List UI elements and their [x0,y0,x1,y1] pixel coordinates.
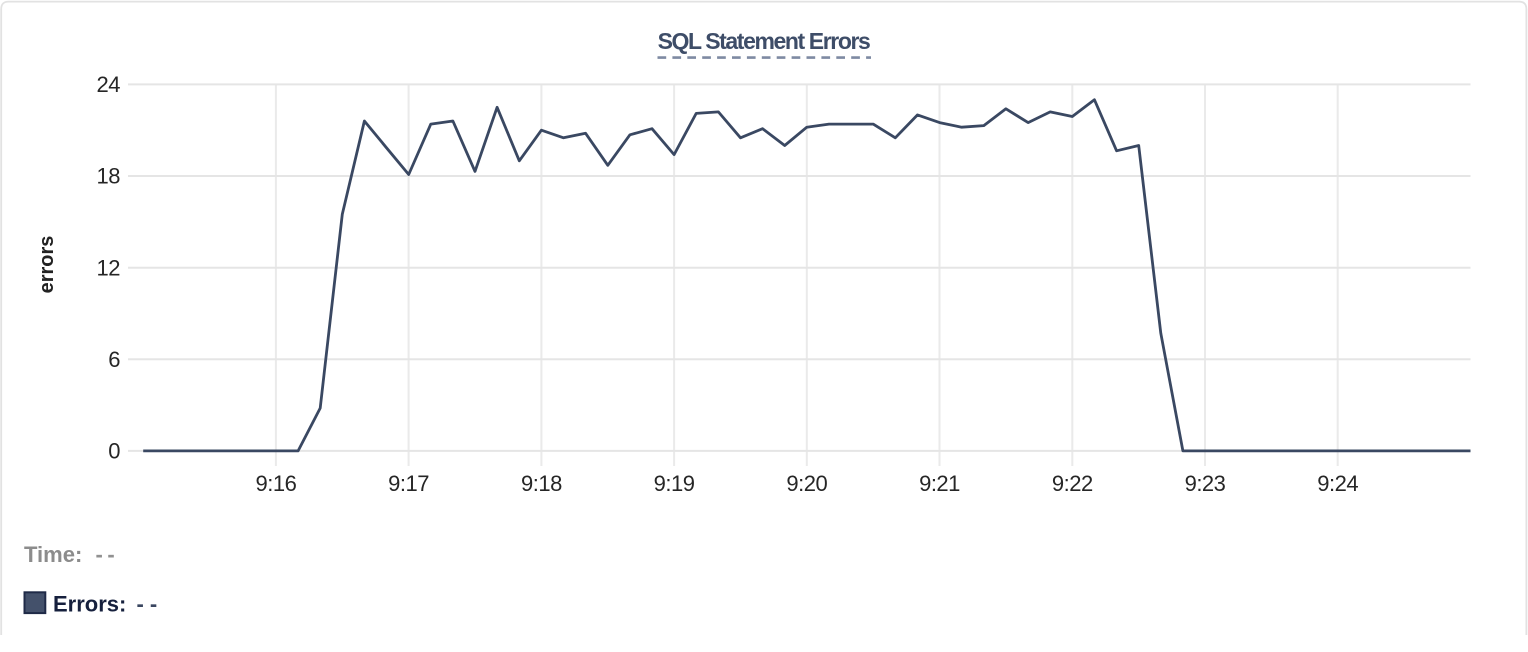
svg-text:--: -- [96,542,120,567]
svg-text:24: 24 [97,72,121,97]
svg-text:errors: errors [36,236,58,294]
svg-text:0: 0 [108,439,120,464]
svg-text:--: -- [137,592,164,617]
svg-text:9:20: 9:20 [786,471,827,496]
svg-text:18: 18 [97,164,121,189]
svg-text:Time:: Time: [24,542,82,567]
svg-text:6: 6 [108,347,120,372]
svg-text:Errors:: Errors: [53,592,126,617]
svg-text:9:22: 9:22 [1052,471,1093,496]
svg-text:9:17: 9:17 [388,471,429,496]
svg-text:9:21: 9:21 [919,471,960,496]
svg-text:9:19: 9:19 [654,471,695,496]
svg-text:12: 12 [97,255,121,280]
svg-text:9:24: 9:24 [1317,471,1358,496]
svg-text:9:16: 9:16 [255,471,296,496]
svg-text:9:23: 9:23 [1185,471,1226,496]
svg-text:9:18: 9:18 [521,471,562,496]
svg-text:SQL Statement Errors: SQL Statement Errors [658,28,870,54]
